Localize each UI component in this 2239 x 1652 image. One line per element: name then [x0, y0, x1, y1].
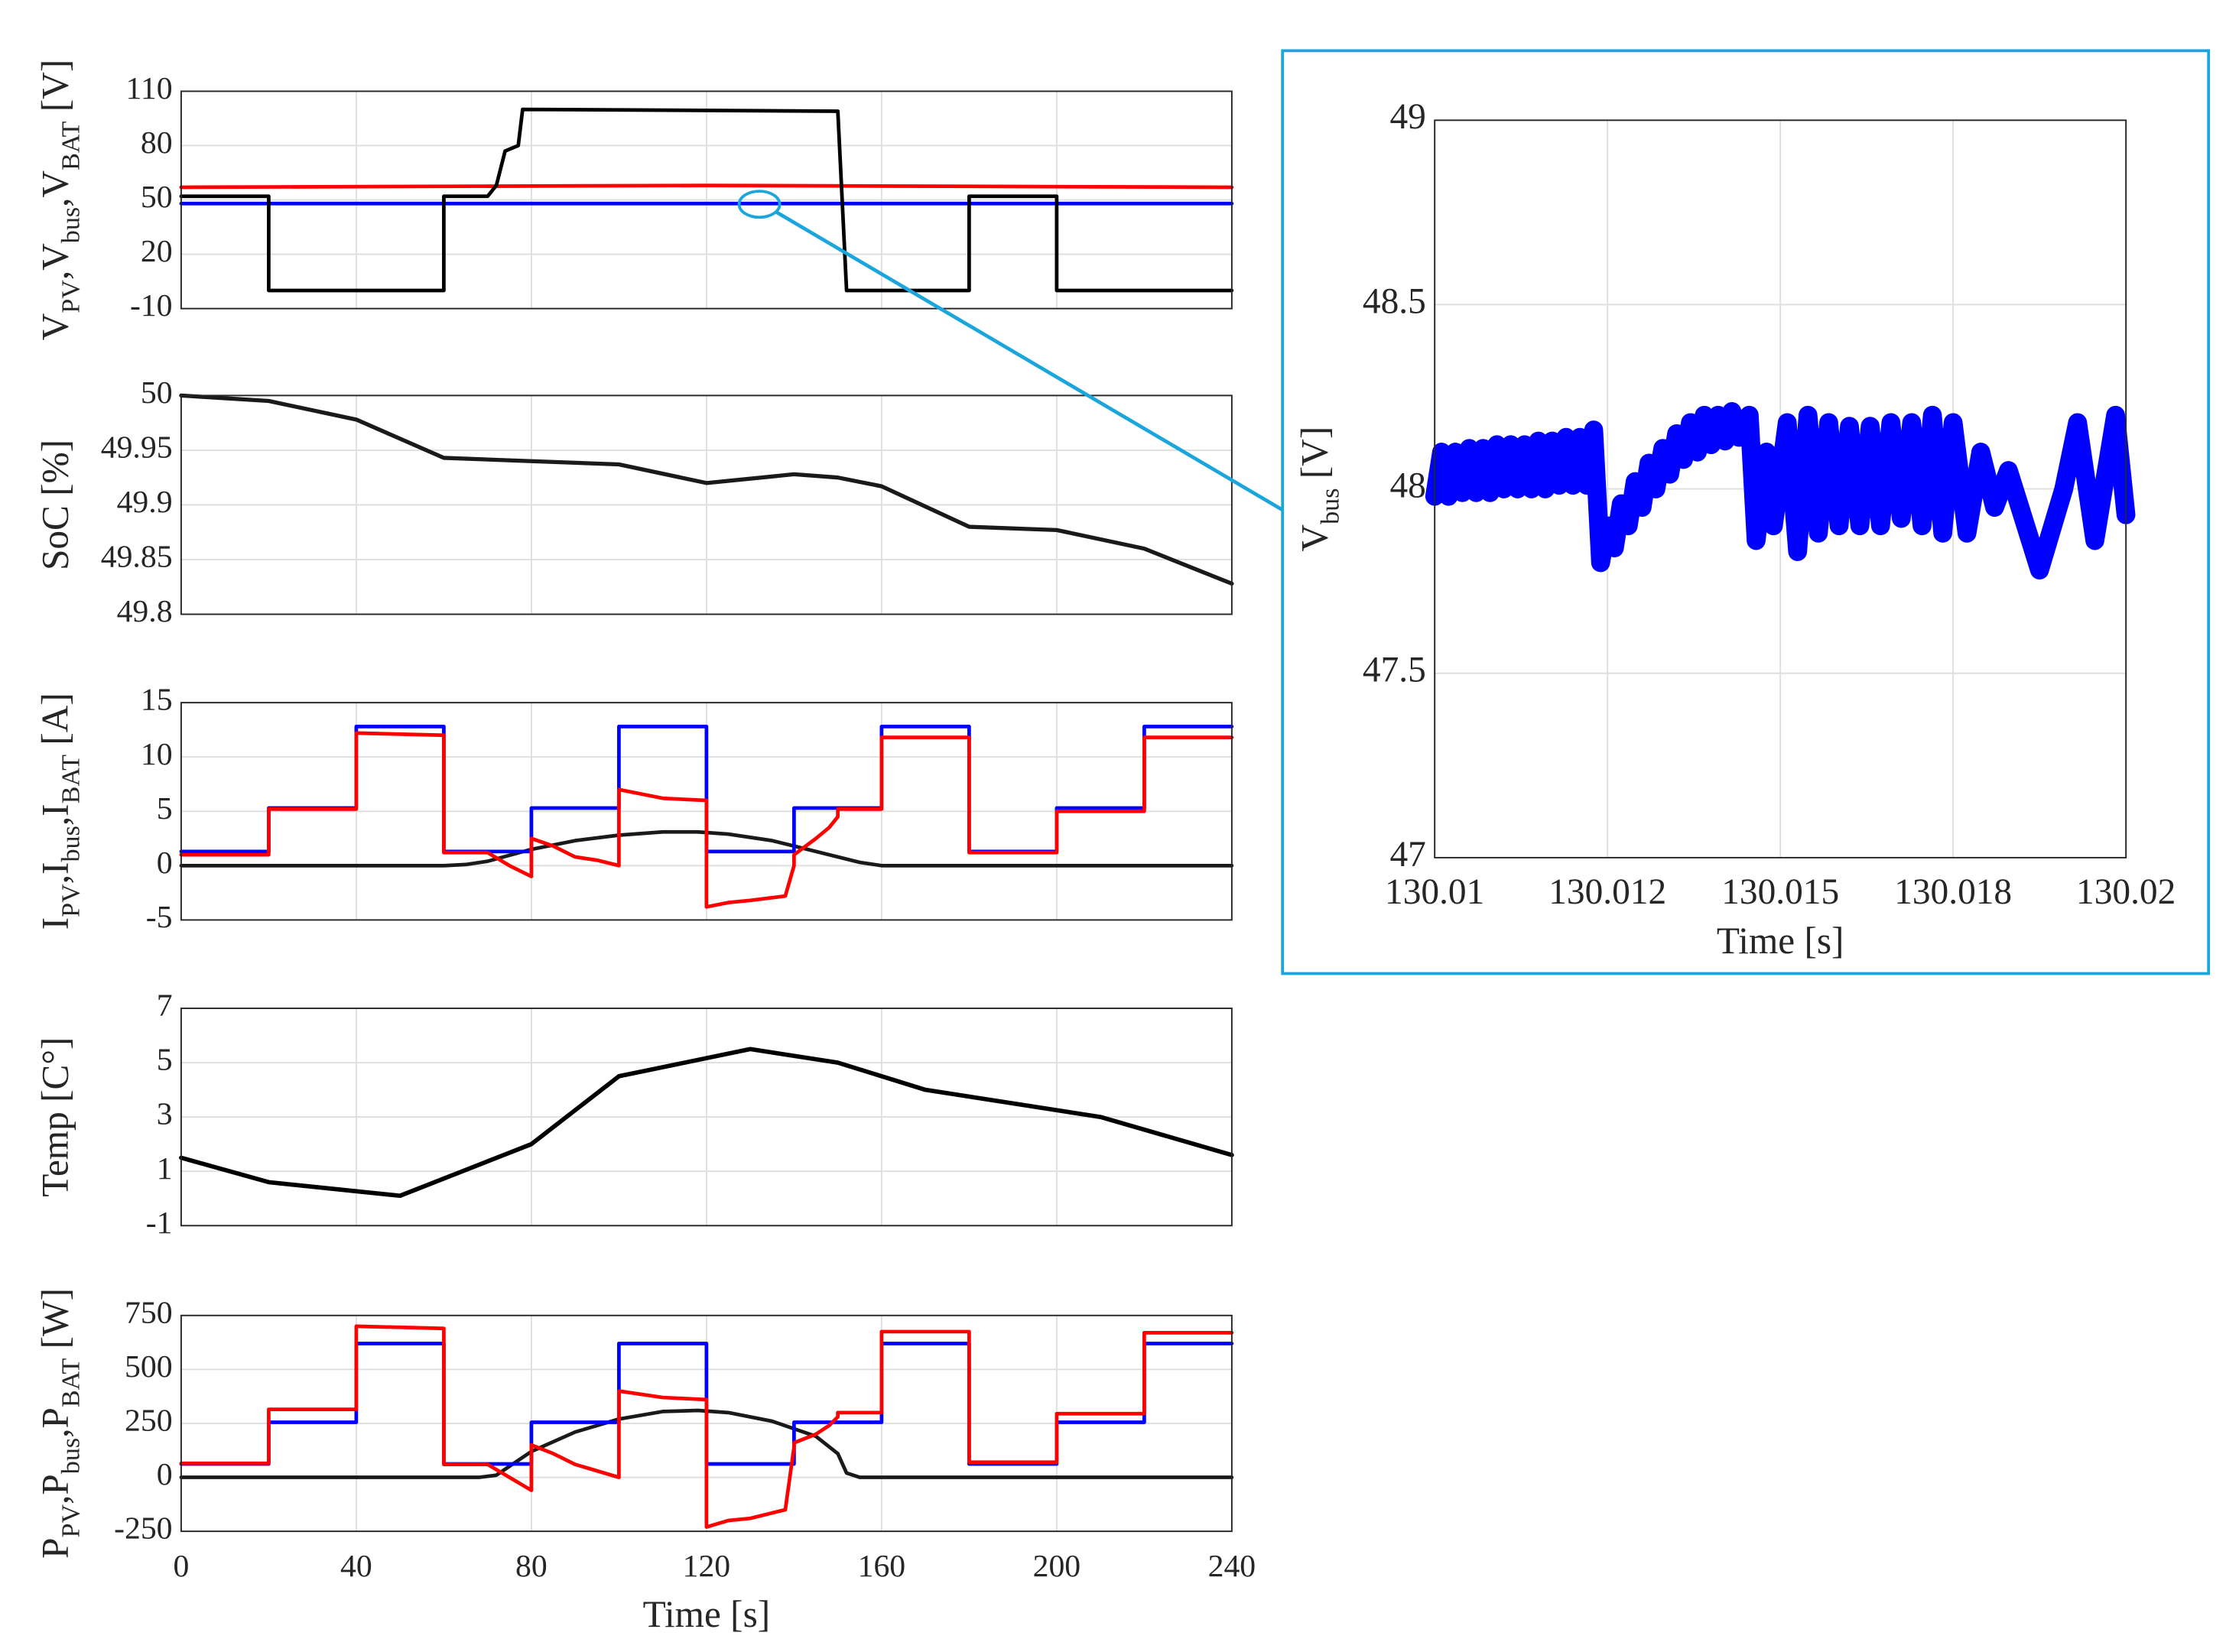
- x-tick-label: 240: [1208, 1549, 1256, 1584]
- data-line: [179, 107, 1234, 293]
- y-label-text: ,P: [34, 1474, 76, 1504]
- y-tick-label: 49.8: [117, 594, 173, 629]
- y-tick-label: 47.5: [1363, 651, 1426, 690]
- y-tick-label: 250: [125, 1404, 173, 1439]
- data-line: [179, 393, 1234, 586]
- y-label-text: [A]: [34, 693, 76, 755]
- y-tick-label: 3: [157, 1097, 173, 1132]
- y-label-text: I: [34, 917, 76, 930]
- zoom-connector: [774, 209, 1284, 512]
- y-label-subscript: BAT: [57, 121, 86, 170]
- y-label-text: ,I: [34, 862, 76, 884]
- y-tick-label: 49: [1389, 97, 1425, 137]
- data-line: [179, 1047, 1234, 1199]
- data-line: [179, 1408, 1234, 1479]
- y-tick-label: 49.95: [101, 430, 173, 465]
- y-tick-label: 0: [157, 845, 173, 881]
- y-tick-label: 49.85: [101, 540, 173, 575]
- y-label-text: V: [1294, 524, 1336, 551]
- y-label-subscript: bus: [1317, 488, 1345, 524]
- y-label-subscript: PV: [57, 884, 86, 917]
- y-tick-label: -10: [130, 288, 173, 323]
- y-tick-label: 15: [141, 683, 173, 718]
- y-label-text: [V]: [34, 60, 76, 122]
- axes-box: [180, 394, 1233, 615]
- data-line: [179, 829, 1234, 868]
- x-tick-label: 120: [683, 1549, 731, 1584]
- x-axis-label: Time [s]: [1717, 920, 1844, 962]
- x-tick-label: 80: [515, 1549, 548, 1584]
- data-line: [179, 731, 1234, 909]
- x-tick-label: 160: [858, 1549, 906, 1584]
- x-tick-label: 0: [173, 1549, 189, 1584]
- y-tick-label: 110: [126, 71, 173, 106]
- y-label-subscript: bus: [57, 1438, 86, 1474]
- y-label-text: ,P: [34, 1407, 76, 1438]
- x-tick-label: 130.015: [1721, 872, 1839, 912]
- y-label-text: [W]: [34, 1288, 76, 1358]
- y-tick-label: -1: [146, 1206, 173, 1241]
- y-axis-label: PPV,Pbus,PBAT [W]: [34, 1288, 86, 1559]
- zoom-marker: [737, 190, 782, 219]
- y-tick-label: 80: [141, 125, 173, 161]
- y-label-text: SoC [%]: [34, 440, 76, 570]
- y-label-text: Temp [C°]: [34, 1037, 76, 1197]
- y-label-text: ,V: [34, 243, 76, 280]
- y-label-text: ,V: [34, 170, 76, 207]
- y-tick-label: 50: [141, 375, 173, 411]
- y-label-text: P: [34, 1538, 76, 1559]
- axes-box: [1434, 119, 2127, 858]
- y-tick-label: 10: [141, 737, 173, 772]
- y-tick-label: 5: [157, 791, 173, 826]
- y-tick-label: 48: [1389, 466, 1425, 505]
- y-label-subscript: PV: [57, 1504, 86, 1538]
- y-tick-label: 49.9: [117, 485, 173, 520]
- y-label-subscript: bus: [57, 826, 86, 862]
- y-tick-label: -5: [146, 900, 173, 935]
- axes-box: [180, 1314, 1233, 1533]
- x-tick-label: 130.02: [2076, 872, 2176, 912]
- y-tick-label: 5: [157, 1043, 173, 1078]
- data-line: [1425, 401, 2136, 580]
- x-axis-label: Time [s]: [643, 1593, 771, 1635]
- data-line: [179, 1324, 1234, 1529]
- data-line: [179, 183, 1234, 190]
- y-label-text: ,I: [34, 803, 76, 826]
- zoom-frame: [1281, 49, 2211, 975]
- x-tick-label: 200: [1033, 1549, 1081, 1584]
- x-tick-label: 130.018: [1894, 872, 2012, 912]
- axes-box: [180, 1008, 1233, 1227]
- y-tick-label: 7: [157, 988, 173, 1024]
- y-label-text: V: [34, 313, 76, 340]
- y-tick-label: 48.5: [1363, 281, 1426, 321]
- y-label-subscript: BAT: [57, 755, 86, 804]
- y-tick-label: 20: [141, 234, 173, 269]
- x-tick-label: 130.012: [1548, 872, 1666, 912]
- y-tick-label: 50: [141, 180, 173, 215]
- y-label-subscript: bus: [57, 207, 86, 243]
- y-label-subscript: BAT: [57, 1358, 86, 1407]
- y-tick-label: -250: [114, 1511, 172, 1547]
- y-axis-label: VPV,Vbus,VBAT [V]: [34, 60, 86, 341]
- axes-box: [180, 90, 1233, 310]
- y-tick-label: 47: [1389, 835, 1425, 875]
- y-axis-label: IPV,Ibus,IBAT [A]: [34, 693, 86, 930]
- y-label-text: [V]: [1294, 427, 1336, 488]
- y-tick-label: 0: [157, 1457, 173, 1492]
- x-tick-label: 40: [340, 1549, 372, 1584]
- y-tick-label: 1: [157, 1151, 173, 1186]
- axes-box: [180, 702, 1233, 921]
- y-axis-label: Vbus [V]: [1294, 427, 1345, 552]
- y-tick-label: 750: [125, 1295, 173, 1330]
- y-axis-label: SoC [%]: [34, 440, 76, 570]
- x-tick-label: 130.01: [1385, 872, 1484, 912]
- y-label-subscript: PV: [57, 280, 86, 313]
- y-tick-label: 500: [125, 1349, 173, 1384]
- y-axis-label: Temp [C°]: [34, 1037, 76, 1197]
